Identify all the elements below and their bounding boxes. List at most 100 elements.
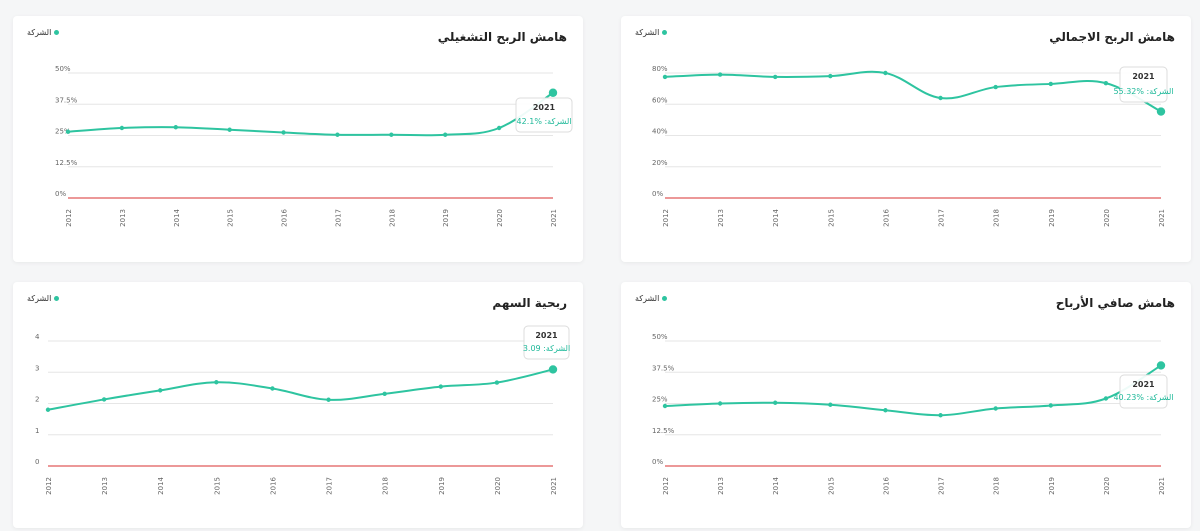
x-tick-label: 2021 bbox=[550, 477, 558, 495]
x-tick-label: 2012 bbox=[662, 209, 670, 227]
x-tick-label: 2016 bbox=[269, 476, 277, 494]
tooltip: 2021 الشركة: %42.1 bbox=[515, 97, 573, 133]
data-point bbox=[382, 391, 387, 397]
y-tick-label: 12.5% bbox=[55, 159, 78, 167]
net-margin-chart[interactable]: 0% 12.5% 25% 37.5% 50% 2012 2013 2014 2015 2016 20… bbox=[621, 282, 1191, 528]
data-point bbox=[214, 380, 219, 385]
x-tick-label: 2021 bbox=[1158, 209, 1166, 227]
chart-title: هامش الربح التشغيلي bbox=[437, 30, 567, 44]
y-tick-label: 50% bbox=[652, 333, 668, 341]
data-point bbox=[281, 130, 286, 135]
chart-legend[interactable]: الشركة bbox=[635, 294, 668, 303]
legend-dot-icon bbox=[662, 30, 668, 35]
data-point bbox=[438, 384, 443, 389]
x-tick-label: 2014 bbox=[772, 476, 780, 494]
legend-dot-icon bbox=[54, 296, 60, 301]
highlighted-point bbox=[1156, 107, 1166, 116]
data-point bbox=[326, 397, 331, 402]
chart-title: هامش صافي الأرباح bbox=[1055, 296, 1175, 310]
data-point bbox=[270, 386, 275, 391]
data-point bbox=[993, 84, 998, 90]
gross-margin-card: هامش الربح الاجمالي الشركة 0% 20% 40% 60% 80… bbox=[621, 16, 1191, 262]
x-tick-label: 2018 bbox=[993, 209, 1001, 227]
y-tick-label: 25% bbox=[652, 396, 668, 404]
legend-label: الشركة bbox=[635, 28, 660, 37]
y-tick-label: 80% bbox=[652, 65, 668, 73]
highlighted-point bbox=[548, 88, 558, 97]
x-tick-label: 2013 bbox=[101, 477, 109, 495]
data-point bbox=[158, 388, 163, 393]
x-tick-label: 2018 bbox=[388, 209, 396, 227]
x-tick-label: 2016 bbox=[882, 208, 890, 226]
data-point bbox=[662, 403, 668, 409]
x-tick-label: 2014 bbox=[157, 476, 165, 494]
x-tick-label: 2012 bbox=[65, 209, 73, 227]
legend-label: الشركة bbox=[635, 294, 660, 303]
data-point bbox=[227, 127, 232, 132]
x-tick-label: 2013 bbox=[717, 477, 725, 495]
x-tick-label: 2019 bbox=[1048, 477, 1056, 495]
data-point bbox=[494, 380, 500, 385]
data-point bbox=[389, 132, 394, 137]
x-tick-label: 2021 bbox=[1158, 477, 1166, 495]
data-point bbox=[65, 129, 71, 134]
x-tick-label: 2013 bbox=[717, 209, 725, 227]
x-tick-label: 2017 bbox=[326, 477, 334, 495]
data-point bbox=[828, 402, 833, 407]
y-tick-label: 0% bbox=[652, 458, 663, 466]
chart-legend[interactable]: الشركة bbox=[27, 294, 60, 303]
data-point bbox=[101, 397, 107, 402]
tooltip-year: 2021 bbox=[1132, 380, 1155, 389]
tooltip-value: الشركة: %55.32 bbox=[1113, 87, 1173, 96]
data-point bbox=[773, 74, 778, 80]
x-tick-label: 2015 bbox=[827, 477, 835, 495]
x-tick-label: 2014 bbox=[173, 208, 181, 226]
y-tick-label: 2 bbox=[35, 396, 39, 404]
data-point bbox=[938, 95, 943, 101]
x-tick-label: 2019 bbox=[438, 477, 446, 495]
series-line bbox=[47, 368, 554, 411]
x-tick-label: 2020 bbox=[1103, 209, 1111, 227]
series-line bbox=[664, 70, 1162, 113]
x-tick-label: 2020 bbox=[496, 209, 504, 227]
y-tick-label: 25% bbox=[55, 128, 71, 136]
chart-title: ربحية السهم bbox=[492, 296, 567, 310]
net-margin-card: هامش صافي الأرباح الشركة 0% 12.5% 25% 37.5%… bbox=[621, 282, 1191, 528]
gross-margin-chart[interactable]: 0% 20% 40% 60% 80% 2012 2013 2014 2015 2016 2017 20… bbox=[621, 16, 1191, 262]
data-point bbox=[45, 407, 51, 412]
operating-margin-chart[interactable]: 0% 12.5% 25% 37.5% 50% 2012 2013 2014 2015 2016 20… bbox=[13, 16, 583, 262]
tooltip-box bbox=[1119, 374, 1168, 409]
highlighted-point bbox=[1156, 361, 1166, 370]
x-tick-label: 2019 bbox=[1048, 209, 1056, 227]
tooltip: 2021 الشركة: %40.23 bbox=[1113, 374, 1174, 409]
data-point bbox=[1048, 81, 1053, 87]
chart-legend[interactable]: الشركة bbox=[27, 28, 60, 37]
y-tick-label: 0 bbox=[35, 458, 39, 466]
legend-dot-icon bbox=[662, 296, 668, 301]
eps-chart[interactable]: 0 1 2 3 4 2012 2013 2014 2015 2016 2017 2018 2019 202… bbox=[13, 282, 583, 528]
data-point bbox=[717, 401, 723, 406]
x-tick-label: 2017 bbox=[938, 477, 946, 495]
tooltip-year: 2021 bbox=[533, 103, 556, 112]
chart-legend[interactable]: الشركة bbox=[635, 28, 668, 37]
operating-margin-card: هامش الربح التشغيلي الشركة 0% 12.5% 25% 37.… bbox=[13, 16, 583, 262]
x-tick-label: 2013 bbox=[119, 209, 127, 227]
series-line bbox=[664, 364, 1162, 417]
y-tick-label: 50% bbox=[55, 65, 71, 73]
y-tick-label: 37.5% bbox=[652, 364, 675, 372]
x-tick-label: 2015 bbox=[213, 477, 221, 495]
tooltip-box bbox=[515, 97, 573, 133]
tooltip-year: 2021 bbox=[1132, 72, 1155, 81]
highlighted-point bbox=[548, 365, 558, 374]
x-tick-label: 2017 bbox=[334, 209, 342, 227]
data-point bbox=[496, 125, 502, 131]
y-tick-label: 37.5% bbox=[55, 96, 78, 104]
data-point bbox=[1103, 396, 1109, 401]
tooltip: 2021 الشركة: %55.32 bbox=[1113, 66, 1174, 103]
tooltip-year: 2021 bbox=[535, 331, 558, 340]
y-tick-label: 12.5% bbox=[652, 427, 675, 435]
data-point bbox=[1103, 80, 1109, 86]
y-tick-label: 40% bbox=[652, 128, 668, 136]
x-tick-label: 2020 bbox=[1103, 477, 1111, 495]
x-tick-label: 2014 bbox=[772, 208, 780, 226]
